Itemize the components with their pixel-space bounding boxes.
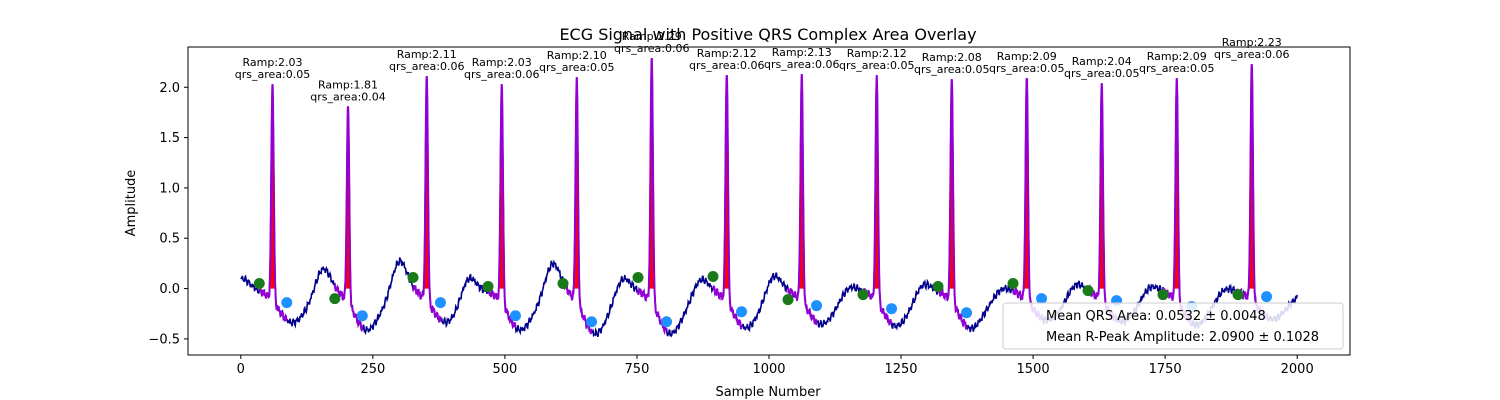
y-axis-title: Amplitude — [124, 170, 139, 237]
q-point-marker — [1157, 289, 1169, 301]
q-point-marker — [932, 281, 944, 293]
s-point-marker — [356, 310, 368, 322]
y-tick-label: 1.0 — [159, 181, 180, 196]
qrs-area-label: qrs_area:0.06 — [389, 60, 464, 73]
q-point-marker — [329, 293, 341, 305]
r-peak-amplitude-label: Ramp:2.10 — [547, 49, 607, 62]
s-point-marker — [509, 310, 521, 322]
qrs-area-label: qrs_area:0.05 — [539, 61, 614, 74]
qrs-segment-line — [412, 76, 442, 323]
s-point-marker — [434, 297, 446, 309]
s-point-marker — [1261, 291, 1273, 303]
qrs-area-label: qrs_area:0.06 — [689, 59, 764, 72]
s-point-marker — [586, 316, 598, 328]
x-tick-label: 750 — [625, 362, 650, 377]
r-peak-amplitude-label: Ramp:2.03 — [242, 56, 302, 69]
legend: Mean QRS Area: 0.0532 ± 0.0048 Mean R-Pe… — [1002, 302, 1344, 350]
qrs-area-label: qrs_area:0.05 — [1064, 67, 1139, 80]
qrs-area-label: qrs_area:0.05 — [839, 59, 914, 72]
s-point-marker — [961, 307, 973, 319]
s-point-marker — [736, 306, 748, 318]
q-point-marker — [707, 270, 719, 282]
qrs-segment-line — [562, 77, 593, 335]
r-peak-amplitude-label: Ramp:2.12 — [847, 47, 907, 60]
x-tick-label: 1000 — [752, 362, 785, 377]
r-peak-amplitude-label: Ramp:2.08 — [922, 51, 982, 64]
q-point-marker — [1082, 285, 1094, 297]
q-point-marker — [857, 289, 869, 301]
qrs-area-label: qrs_area:0.04 — [310, 90, 385, 103]
x-tick-label: 1250 — [884, 362, 917, 377]
y-tick-label: 0.5 — [159, 232, 180, 247]
q-point-marker — [253, 278, 265, 290]
r-peak-amplitude-label: Ramp:2.12 — [697, 47, 757, 60]
x-tick-label: 0 — [237, 362, 245, 377]
r-peak-amplitude-label: Ramp:2.04 — [1072, 55, 1132, 68]
qrs-area-fill — [413, 76, 441, 289]
qrs-segment-line — [258, 84, 288, 322]
q-point-marker — [1232, 289, 1244, 301]
s-point-marker — [1036, 293, 1048, 305]
r-peak-amplitude-label: Ramp:2.03 — [472, 56, 532, 69]
qrs-segment-line — [637, 58, 668, 336]
y-axis: −0.5 0.0 0.5 1.0 1.5 2.0 — [148, 81, 188, 347]
qrs-area-label: qrs_area:0.06 — [764, 58, 839, 71]
qrs-segment-line — [937, 79, 968, 330]
y-tick-label: 2.0 — [159, 81, 180, 96]
x-axis: 0 250 500 750 1000 1250 1500 1750 2000 — [237, 355, 1314, 377]
x-tick-label: 2000 — [1281, 362, 1314, 377]
ecg-signal-line — [240, 58, 1298, 338]
legend-entry-mean-r-peak-amplitude: Mean R-Peak Amplitude: 2.0900 ± 0.1028 — [1046, 330, 1319, 345]
x-tick-label: 1500 — [1017, 362, 1050, 377]
qrs-area-label: qrs_area:0.06 — [464, 68, 539, 81]
x-tick-label: 500 — [492, 362, 517, 377]
r-peak-amplitude-label: Ramp:2.11 — [397, 48, 457, 61]
qrs-segment-line — [333, 106, 364, 331]
qrs-area-label: qrs_area:0.05 — [914, 63, 989, 76]
qrs-area-label: qrs_area:0.05 — [235, 68, 310, 81]
q-point-marker — [632, 271, 644, 283]
plot-layer — [240, 58, 1298, 338]
q-point-marker — [557, 278, 569, 290]
s-point-marker — [811, 300, 823, 312]
qrs-area-label: qrs_area:0.05 — [989, 62, 1064, 75]
qrs-area-label: qrs_area:0.05 — [1139, 62, 1214, 75]
s-point-marker — [661, 316, 673, 328]
r-peak-amplitude-label: Ramp:2.13 — [772, 46, 832, 59]
x-axis-title: Sample Number — [715, 385, 821, 400]
y-tick-label: −0.5 — [148, 332, 180, 347]
q-point-marker — [1007, 278, 1019, 290]
y-tick-label: 0.0 — [159, 282, 180, 297]
qrs-area-label: qrs_area:0.06 — [614, 42, 689, 55]
r-peak-amplitude-label: Ramp:2.09 — [997, 50, 1057, 63]
qrs-area-fill — [488, 84, 516, 289]
q-point-marker — [782, 294, 794, 306]
x-tick-label: 250 — [360, 362, 385, 377]
x-tick-label: 1750 — [1149, 362, 1182, 377]
r-peak-amplitude-label: Ramp:2.23 — [1222, 36, 1282, 49]
r-peak-amplitude-label: Ramp:1.81 — [318, 78, 378, 91]
qrs-segment-line — [712, 75, 743, 330]
r-peak-amplitude-label: Ramp:2.09 — [1147, 50, 1207, 63]
q-point-marker — [482, 281, 494, 293]
qrs-segment-line — [787, 74, 818, 326]
s-point-marker — [886, 303, 898, 315]
r-peak-amplitude-label: Ramp:2.29 — [622, 30, 682, 43]
s-point-marker — [281, 297, 293, 309]
q-point-marker — [407, 271, 419, 283]
legend-box — [1002, 302, 1344, 350]
y-tick-label: 1.5 — [159, 131, 180, 146]
chart-title: ECG Signal with Positive QRS Complex Are… — [559, 25, 976, 44]
qrs-area-label: qrs_area:0.06 — [1214, 48, 1289, 61]
chart-marks: Ramp:2.03qrs_area:0.05Ramp:1.81qrs_area:… — [235, 30, 1298, 338]
legend-entry-mean-qrs-area: Mean QRS Area: 0.0532 ± 0.0048 — [1046, 309, 1266, 324]
